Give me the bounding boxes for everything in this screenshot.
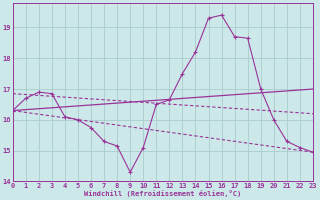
X-axis label: Windchill (Refroidissement éolien,°C): Windchill (Refroidissement éolien,°C): [84, 190, 242, 197]
